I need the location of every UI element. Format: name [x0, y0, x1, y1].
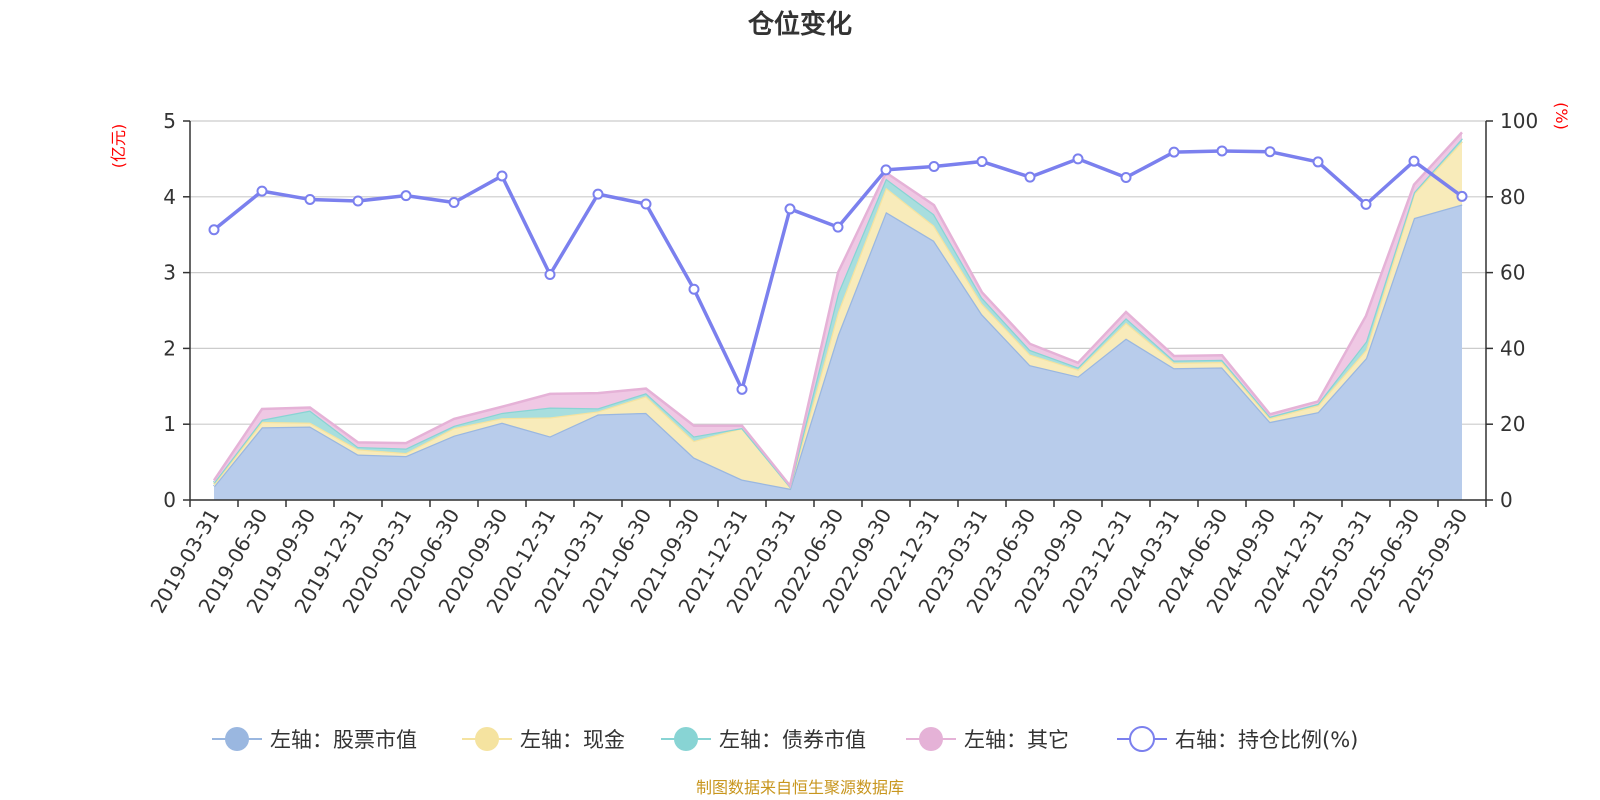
ratio-point	[1360, 198, 1372, 210]
ratio-point	[544, 268, 556, 280]
area-0	[214, 204, 1462, 500]
left-tick-label: 1	[163, 412, 176, 436]
legend-item: 左轴：股票市值	[212, 727, 417, 752]
ratio-point	[1312, 156, 1324, 168]
left-axis-unit: (亿元)	[109, 124, 128, 169]
legend: 左轴：股票市值 左轴：现金 左轴：债券市值 左轴：其它 右轴：持仓比例(%)	[212, 726, 1358, 752]
right-tick-label: 80	[1500, 185, 1525, 209]
legend-marker	[1129, 726, 1155, 752]
right-axis-unit: (%)	[1552, 102, 1571, 130]
right-tick-label: 100	[1500, 109, 1538, 133]
ratio-point	[1072, 153, 1084, 165]
ratio-point	[928, 160, 940, 172]
ratio-point	[208, 224, 220, 236]
legend-marker	[225, 727, 249, 751]
ratio-point	[592, 188, 604, 200]
legend-item: 左轴：现金	[462, 727, 625, 752]
ratio-line	[208, 145, 1468, 395]
legend-label: 左轴：债券市值	[719, 728, 866, 752]
source-note: 制图数据来自恒生聚源数据库	[696, 778, 904, 797]
ratio-point	[1216, 145, 1228, 157]
ratio-point	[352, 195, 364, 207]
left-tick-label: 3	[163, 261, 176, 285]
ratio-point	[1456, 190, 1468, 202]
ratio-point	[640, 198, 652, 210]
ratio-point	[1408, 155, 1420, 167]
ratio-point	[496, 170, 508, 182]
area-edge-3	[212, 131, 1463, 489]
ratio-point	[688, 283, 700, 295]
right-tick-label: 40	[1500, 336, 1525, 360]
ratio-point	[832, 221, 844, 233]
ratio-point	[880, 164, 892, 176]
right-tick-label: 20	[1500, 412, 1525, 436]
chart-title: 仓位变化	[747, 9, 852, 40]
right-tick-label: 0	[1500, 488, 1513, 512]
legend-marker	[674, 727, 698, 751]
ratio-point	[448, 196, 460, 208]
legend-marker	[475, 727, 499, 751]
legend-label: 左轴：现金	[520, 728, 625, 752]
legend-marker	[919, 727, 943, 751]
ratio-point	[736, 383, 748, 395]
ratio-point	[1024, 171, 1036, 183]
ratio-point	[1168, 146, 1180, 158]
legend-item: 左轴：债券市值	[661, 727, 866, 752]
left-tick-label: 0	[163, 488, 176, 512]
ratio-point	[1264, 146, 1276, 158]
ratio-point	[304, 193, 316, 205]
legend-label: 左轴：股票市值	[270, 728, 417, 752]
legend-label: 左轴：其它	[964, 728, 1069, 752]
legend-item: 右轴：持仓比例(%)	[1117, 726, 1358, 752]
ratio-point	[1120, 171, 1132, 183]
legend-item: 左轴：其它	[906, 727, 1069, 752]
ratio-point	[400, 190, 412, 202]
left-tick-label: 4	[163, 185, 176, 209]
legend-label: 右轴：持仓比例(%)	[1175, 728, 1358, 752]
left-tick-label: 5	[163, 109, 176, 133]
ratio-point	[976, 156, 988, 168]
left-tick-label: 2	[163, 336, 176, 360]
ratio-point	[256, 185, 268, 197]
right-tick-label: 60	[1500, 261, 1525, 285]
ratio-point	[784, 203, 796, 215]
stacked-areas	[212, 131, 1463, 500]
